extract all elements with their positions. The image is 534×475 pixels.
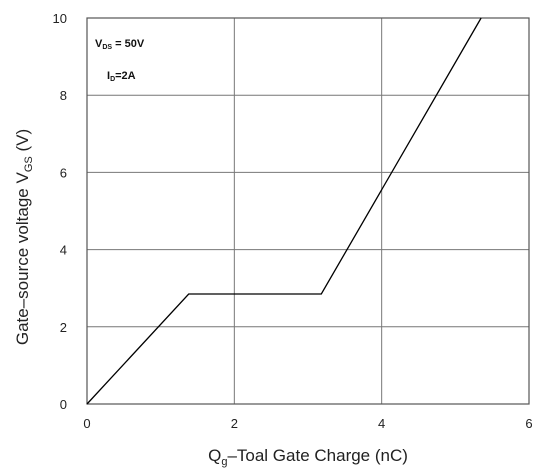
x-tick-label-0: 0 (83, 416, 90, 431)
y-tick-label-10: 10 (53, 11, 67, 26)
y-axis-title: Gate–source voltage VGS (V) (13, 129, 35, 345)
x-axis-title: Qg–Toal Gate Charge (nC) (208, 446, 408, 468)
plot-frame (86, 17, 530, 405)
y-tick-label-4: 4 (60, 243, 67, 258)
y-tick-label-0: 0 (60, 397, 67, 412)
x-tick-label-4: 4 (378, 416, 385, 431)
annotation-vds: VDS = 50V (95, 38, 145, 51)
y-tick-label-2: 2 (60, 320, 67, 335)
y-tick-label-8: 8 (60, 88, 67, 103)
x-tick-label-6: 6 (525, 416, 532, 431)
annotation-id: ID=2A (107, 70, 136, 83)
x-tick-label-2: 2 (231, 416, 238, 431)
series-line (86, 17, 482, 405)
x-tick-labels: 0 2 4 6 (83, 416, 532, 431)
grid-lines (87, 18, 529, 404)
y-tick-label-6: 6 (60, 165, 67, 180)
y-tick-labels: 0 2 4 6 8 10 (53, 11, 67, 412)
